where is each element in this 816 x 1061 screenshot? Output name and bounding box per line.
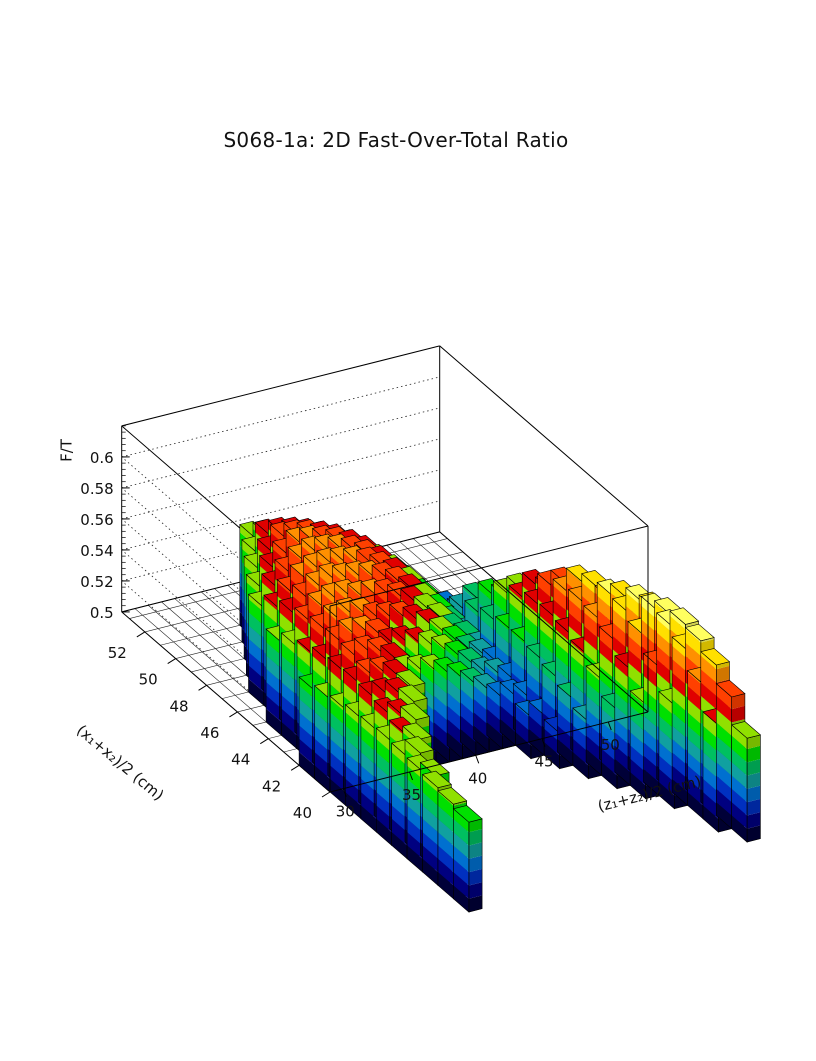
back-grid-line bbox=[122, 377, 440, 457]
back-grid-line bbox=[122, 439, 440, 519]
bars bbox=[240, 517, 761, 912]
frame-edge bbox=[122, 346, 440, 426]
chart-title: S068-1a: 2D Fast-Over-Total Ratio bbox=[0, 128, 792, 152]
back-grid-line bbox=[122, 408, 440, 488]
